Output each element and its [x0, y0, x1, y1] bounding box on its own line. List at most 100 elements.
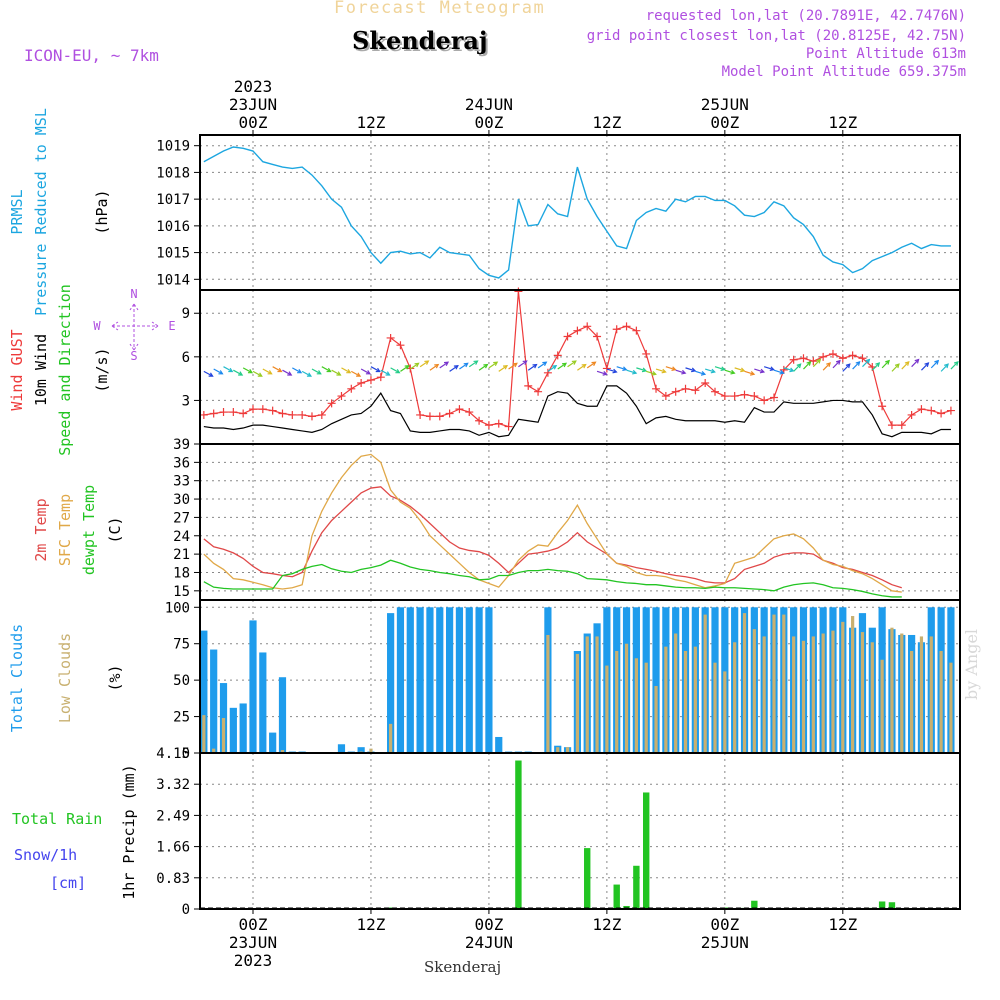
rain-bar — [515, 760, 522, 909]
wind-direction-arrow — [488, 361, 498, 369]
wind-arrow-head — [591, 361, 597, 367]
wind-direction-arrow — [400, 365, 410, 372]
gust-marker — [494, 419, 503, 428]
low-cloud-bar — [634, 658, 638, 753]
dewpoint-label: dewpt Temp — [80, 485, 98, 575]
gust-marker — [799, 354, 808, 363]
gust-marker — [543, 368, 552, 377]
ytick-label: 50 — [173, 673, 190, 689]
wind-arrow-head — [710, 368, 716, 374]
rain-bar — [584, 848, 591, 909]
data-layer — [199, 146, 959, 909]
wind-arrow-head — [356, 372, 362, 377]
wind-arrow-head — [914, 358, 920, 364]
wind-label: 10m Wind — [32, 334, 50, 406]
wind-arrow-head — [651, 371, 657, 376]
wind-arrow-head — [622, 366, 628, 372]
wind-arrow-head — [385, 371, 391, 376]
gust-marker — [278, 409, 287, 418]
wind-direction-arrow — [921, 362, 929, 371]
total-cloud-bar — [406, 607, 414, 753]
low-cloud-bar — [900, 633, 904, 753]
low-cloud-bar — [910, 651, 914, 753]
ytick-label: 24 — [173, 529, 190, 545]
wind-direction-arrow — [793, 363, 802, 372]
low-cloud-bar — [723, 671, 727, 753]
wind-direction-arrow — [871, 362, 880, 371]
sfc-temp-line — [203, 453, 902, 593]
gust-marker — [681, 384, 690, 393]
wind-direction-arrow — [852, 361, 861, 370]
wind-arrow-head — [730, 369, 736, 375]
sfc-temp-label: SFC Temp — [56, 494, 74, 566]
gust-marker — [769, 393, 778, 402]
wind-arrow-head — [326, 367, 332, 373]
wind-direction-arrow — [803, 361, 811, 370]
bottom-time-label: 12Z — [828, 915, 857, 934]
snow-unit-label: [cm] — [50, 874, 86, 892]
ytick-label: 9 — [182, 306, 190, 322]
wind-direction-arrow — [616, 366, 627, 371]
total-cloud-bar — [357, 747, 365, 753]
pressure-unit-label: (hPa) — [93, 189, 111, 234]
total-cloud-bar — [416, 607, 424, 753]
ytick-label: 3 — [182, 393, 190, 409]
wind-arrow-head — [612, 368, 618, 374]
gust-marker — [249, 405, 257, 414]
wind-direction-arrow — [950, 361, 959, 370]
wind-direction-arrow — [832, 360, 841, 369]
wind-direction-arrow — [705, 368, 715, 373]
low-cloud-bar — [870, 642, 874, 753]
ytick-label: 30 — [173, 492, 190, 508]
gust-marker — [573, 326, 582, 335]
total-rain-label: Total Rain — [12, 810, 102, 828]
top-time-label: 00Z — [474, 113, 503, 132]
gust-marker — [327, 399, 336, 408]
wind-direction-arrow — [862, 359, 870, 368]
wind-direction-arrow — [272, 366, 282, 373]
low-clouds-label: Low Clouds — [56, 633, 74, 723]
wind-direction-arrow — [655, 368, 666, 373]
gust-marker — [661, 392, 670, 401]
low-cloud-bar — [801, 640, 806, 753]
wind-direction-arrow — [351, 370, 361, 377]
low-cloud-bar — [674, 633, 678, 753]
wind-arrow-head — [502, 365, 509, 370]
ytick-label: 1018 — [156, 165, 190, 181]
wind-arrow-head — [641, 367, 648, 373]
low-cloud-bar — [221, 718, 226, 753]
total-cloud-bar — [337, 744, 346, 753]
wind-direction-arrow — [331, 369, 341, 376]
wind-unit-label: (m/s) — [93, 347, 111, 392]
wind-direction-arrow — [252, 370, 263, 377]
gust-marker — [298, 410, 307, 419]
rain-bar — [623, 905, 630, 909]
ytick-label: 6 — [182, 350, 190, 366]
pressure-label-long: Pressure Reduced to MSL — [32, 108, 50, 316]
wind-direction-arrow — [606, 368, 617, 373]
gust-marker — [514, 287, 523, 296]
wind-arrow-head — [463, 362, 469, 368]
ytick-label: 0 — [182, 746, 190, 762]
wind-arrow-head — [845, 363, 851, 369]
bottom-time-label: 00Z — [710, 915, 739, 934]
gust-marker — [907, 410, 916, 419]
gust-marker — [268, 406, 277, 415]
wind-direction-arrow — [390, 367, 400, 374]
gust-marker — [366, 376, 375, 385]
ytick-label: 15 — [173, 584, 190, 600]
wind-arrow-head — [336, 371, 342, 376]
gust-marker — [838, 354, 847, 363]
frame-layer — [194, 130, 961, 914]
wind-arrow-head — [287, 371, 293, 376]
top-date-label: 25JUN — [701, 95, 749, 114]
wind-direction-arrow — [439, 361, 449, 369]
wind-direction-arrow — [409, 362, 419, 370]
wind-direction-arrow — [724, 369, 735, 374]
low-cloud-bar — [713, 662, 717, 753]
meteogram-title: Forecast Meteogram — [334, 0, 546, 18]
bottom-time-label: 12Z — [592, 915, 621, 934]
wind-direction-arrow — [449, 365, 459, 372]
gust-marker — [711, 387, 720, 396]
gust-marker — [858, 354, 867, 363]
